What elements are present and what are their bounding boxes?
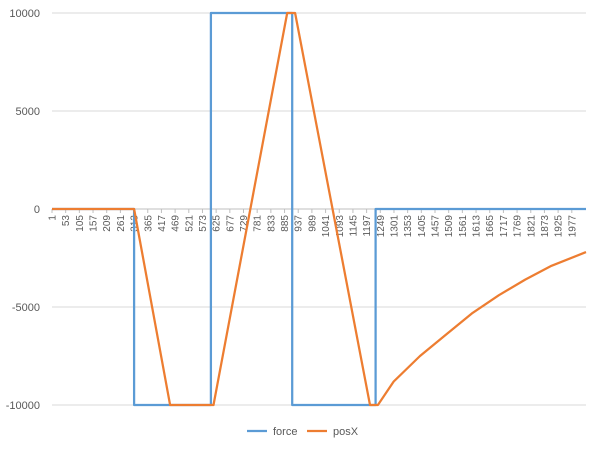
x-tick-label: 1457	[431, 215, 442, 238]
x-tick-label: 1925	[554, 215, 565, 238]
y-tick-label: 0	[34, 204, 40, 216]
x-tick-label: 1145	[348, 215, 359, 237]
x-tick-label: 1249	[376, 215, 387, 238]
y-tick-label: 5000	[16, 106, 40, 118]
x-tick-label: 1405	[417, 215, 428, 238]
y-tick-label: -5000	[12, 302, 40, 314]
x-tick-label: 1197	[362, 215, 373, 237]
x-tick-label: 1769	[513, 215, 524, 238]
x-tick-label: 1093	[335, 215, 346, 238]
legend-label-force: force	[273, 426, 297, 438]
series-line-force	[52, 11, 586, 407]
x-tick-label: 1509	[444, 215, 455, 238]
x-tick-label: 521	[184, 215, 195, 232]
x-tick-label: 1977	[567, 215, 578, 238]
x-tick-label: 53	[61, 215, 72, 227]
x-tick-label: 573	[198, 215, 209, 232]
x-tick-label: 105	[75, 215, 86, 232]
series-layer	[52, 11, 587, 407]
x-tick-label: 1717	[499, 215, 510, 238]
x-tick-label: 261	[116, 215, 127, 232]
x-tick-label: 781	[253, 215, 264, 232]
x-tick-label: 1561	[458, 215, 469, 238]
y-axis-tick-labels: 10000 5000 0 -5000 -10000	[6, 8, 40, 412]
series-line-posX	[52, 11, 587, 407]
x-tick-label: 1301	[389, 215, 400, 238]
y-tick-label: 10000	[9, 8, 40, 20]
x-tick-label: 157	[89, 215, 100, 232]
x-tick-label: 989	[307, 215, 318, 232]
x-tick-label: 729	[239, 215, 250, 232]
x-tick-label: 1041	[321, 215, 332, 238]
x-tick-label: 885	[280, 215, 291, 232]
x-tick-label: 1	[48, 215, 59, 221]
x-tick-label: 1821	[526, 215, 537, 238]
x-tick-label: 417	[157, 215, 168, 232]
x-axis-tick-labels: 1 53 105 157 209 261 313 365 417 469 521 573 625 677 7…	[48, 209, 578, 238]
x-tick-label: 1353	[403, 215, 414, 238]
legend-label-posX: posX	[333, 426, 359, 438]
x-tick-label: 1873	[540, 215, 551, 238]
x-tick-label: 833	[266, 215, 277, 232]
x-tick-label: 365	[143, 215, 154, 232]
legend: force posX	[247, 426, 359, 438]
x-tick-label: 209	[102, 215, 113, 232]
x-tick-label: 677	[225, 215, 236, 232]
y-tick-label: -10000	[6, 400, 40, 412]
x-tick-label: 937	[294, 215, 305, 232]
x-tick-label: 469	[171, 215, 182, 232]
x-tick-label: 1665	[485, 215, 496, 238]
x-tick-label: 625	[212, 215, 223, 232]
x-tick-label: 1613	[472, 215, 483, 238]
